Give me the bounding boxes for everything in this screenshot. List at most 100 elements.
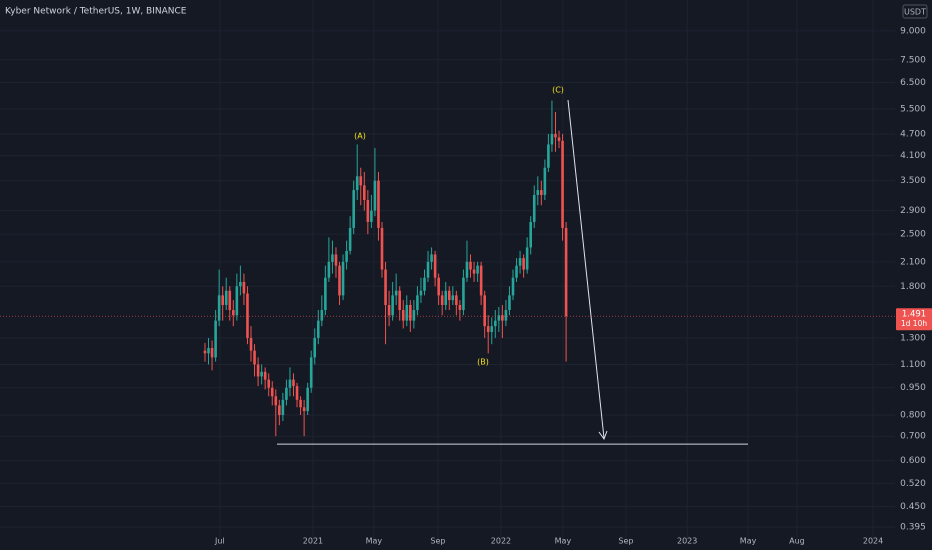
candle-body <box>501 315 504 321</box>
candle-body <box>493 320 497 327</box>
x-tick-label: Sep <box>618 537 633 546</box>
candle-body <box>398 290 402 311</box>
candle-body <box>401 310 405 321</box>
y-tick-label: 0.395 <box>900 523 926 533</box>
candle-body <box>529 221 532 248</box>
candle-body <box>370 210 373 222</box>
x-tick-label: Sep <box>430 537 445 546</box>
candle-body <box>515 265 518 278</box>
y-tick-label: 2.100 <box>900 257 926 267</box>
candle-body <box>377 180 380 228</box>
candles <box>203 100 568 437</box>
candle-body <box>256 364 260 377</box>
x-tick-label: 2023 <box>677 537 697 546</box>
candle-body <box>285 387 288 400</box>
candle-body <box>363 185 366 201</box>
candle-body <box>235 286 239 316</box>
candle-body <box>203 350 207 354</box>
candle-body <box>313 337 317 358</box>
candle-body <box>412 310 416 321</box>
candle-body <box>217 295 221 321</box>
candle-body <box>387 304 391 316</box>
candle-body <box>561 140 564 228</box>
candle-body <box>306 387 309 412</box>
y-tick-label: 6.500 <box>900 78 926 88</box>
candle-body <box>472 269 476 274</box>
candle-body <box>348 227 352 251</box>
candle-body <box>437 277 440 296</box>
candle-body <box>394 290 398 296</box>
candle-body <box>522 258 525 270</box>
candle-body <box>518 258 522 266</box>
candle-body <box>288 379 292 388</box>
y-tick-label: 3.500 <box>900 176 926 186</box>
candle-body <box>433 254 437 278</box>
y-tick-label: 0.450 <box>900 502 926 512</box>
candle-body <box>334 254 338 266</box>
candle-body <box>469 261 472 270</box>
candle-body <box>557 137 561 141</box>
y-tick-label: 7.500 <box>900 55 926 65</box>
y-tick-label: 9.000 <box>900 26 926 36</box>
candle-body <box>299 399 302 408</box>
candle-body <box>409 304 412 321</box>
candle-body <box>458 304 462 311</box>
last-price-label: 1.491 <box>902 310 926 320</box>
candle-body <box>260 371 263 377</box>
x-tick-label: May <box>555 537 572 546</box>
candle-body <box>214 320 217 358</box>
candle-body <box>309 357 313 388</box>
x-tick-label: Jul <box>214 537 225 546</box>
candle-body <box>324 277 327 311</box>
y-tick-label: 1.300 <box>900 333 926 343</box>
candle-body <box>384 269 387 305</box>
x-tick-label: Aug <box>789 537 805 546</box>
candle-body <box>221 295 224 305</box>
candle-body <box>338 265 341 296</box>
candle-body <box>540 190 543 195</box>
y-tick-label: 0.600 <box>900 456 926 466</box>
candle-body <box>249 337 253 351</box>
y-tick-label: 4.100 <box>900 151 926 161</box>
x-tick-label: May <box>740 537 757 546</box>
candle-body <box>536 190 540 195</box>
candle-body <box>564 227 568 317</box>
y-tick-label: 5.500 <box>900 105 926 115</box>
candle-body <box>554 133 557 138</box>
candle-body <box>331 254 334 262</box>
arrow <box>567 99 605 439</box>
candle-body <box>267 379 271 388</box>
y-tick-label: 0.700 <box>900 432 926 442</box>
candle-body <box>483 295 486 327</box>
candle-body <box>550 133 554 145</box>
candle-body <box>210 348 214 358</box>
chart-title: Kyber Network / TetherUS, 1W, BINANCE <box>5 7 187 17</box>
y-tick-label: 0.950 <box>900 383 926 393</box>
candle-body <box>451 295 455 301</box>
candle-body <box>352 190 355 228</box>
y-tick-label: 2.500 <box>900 230 926 240</box>
candle-body <box>295 386 299 400</box>
candle-body <box>327 261 331 278</box>
y-tick-label: 1.100 <box>900 360 926 370</box>
candle-body <box>232 310 235 316</box>
candle-body <box>444 290 448 305</box>
candle-body <box>292 379 295 387</box>
candle-body <box>239 281 242 287</box>
candle-body <box>430 254 433 262</box>
candle-body <box>263 371 267 380</box>
candle-body <box>302 407 306 412</box>
candle-body <box>490 326 494 332</box>
candle-body <box>416 295 419 311</box>
candle-body <box>486 326 490 332</box>
candle-body <box>426 261 430 278</box>
candle-body <box>228 290 232 311</box>
candle-body <box>465 261 469 278</box>
currency-badge <box>902 4 928 19</box>
y-tick-label: 1.800 <box>900 282 926 292</box>
candle-body <box>253 350 256 365</box>
candle-body <box>447 290 451 301</box>
annotation: (C) <box>552 86 564 95</box>
candle-body <box>462 277 465 311</box>
